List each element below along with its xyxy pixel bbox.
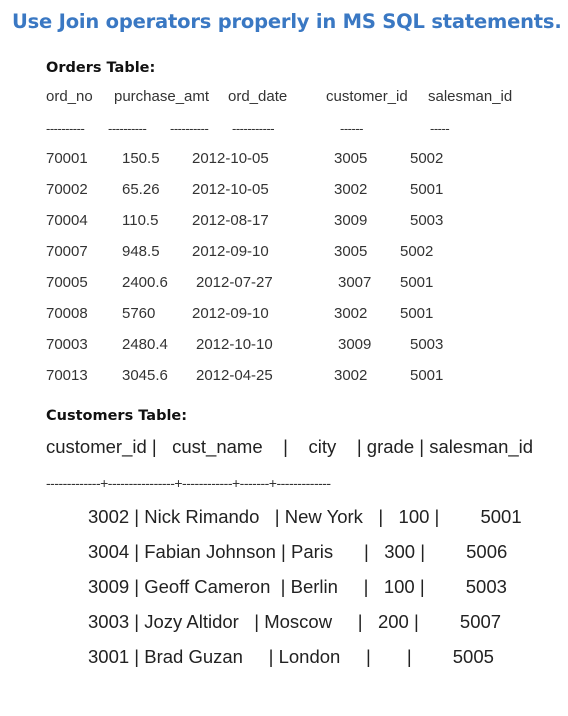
customer-id: 3005 [334, 243, 368, 260]
order-no: 70004 [46, 212, 88, 229]
purchase-amt: 5760 [122, 305, 156, 322]
customer-id: 3002 [334, 181, 368, 198]
salesman-id: 5001 [400, 305, 434, 322]
order-date: 2012-09-10 [192, 305, 269, 322]
salesman-id: 5001 [400, 274, 434, 291]
purchase-amt: 65.26 [122, 181, 160, 198]
order-no: 70005 [46, 274, 88, 291]
orders-divider-3: ---------- [170, 121, 209, 136]
order-date: 2012-10-05 [192, 181, 269, 198]
order-date: 2012-07-27 [196, 274, 273, 291]
customer-row: 3009 | Geoff Cameron | Berlin | 100 | 50… [88, 576, 507, 597]
order-date: 2012-09-10 [192, 243, 269, 260]
purchase-amt: 110.5 [122, 212, 159, 229]
orders-divider-2: ---------- [108, 121, 147, 136]
order-no: 70007 [46, 243, 88, 260]
customers-header-row: customer_id | cust_name | city | grade |… [46, 436, 534, 457]
order-date: 2012-08-17 [192, 212, 269, 229]
purchase-amt: 948.5 [122, 243, 160, 260]
orders-divider-4: ----------- [232, 121, 275, 136]
orders-header-customer-id: customer_id [326, 88, 408, 105]
order-no: 70003 [46, 336, 88, 353]
purchase-amt: 2480.4 [122, 336, 168, 353]
salesman-id: 5001 [410, 367, 444, 384]
orders-header-ord-no: ord_no [46, 88, 93, 105]
orders-divider-5: ------ [340, 121, 363, 136]
purchase-amt: 3045.6 [122, 367, 168, 384]
customer-id: 3002 [334, 305, 368, 322]
salesman-id: 5002 [410, 150, 444, 167]
orders-divider-6: ----- [430, 121, 450, 136]
salesman-id: 5003 [410, 212, 444, 229]
orders-header-salesman-id: salesman_id [428, 88, 513, 105]
customer-id: 3002 [334, 367, 368, 384]
salesman-id: 5001 [410, 181, 444, 198]
orders-table-heading: Orders Table: [46, 60, 156, 76]
order-no: 70008 [46, 305, 88, 322]
order-no: 70002 [46, 181, 88, 198]
purchase-amt: 2400.6 [122, 274, 168, 291]
order-no: 70013 [46, 367, 88, 384]
customer-row: 3001 | Brad Guzan | London | | 5005 [88, 646, 494, 667]
customer-id: 3009 [334, 212, 368, 229]
customer-id: 3007 [338, 274, 372, 291]
orders-header-purchase-amt: purchase_amt [114, 88, 210, 105]
customer-row: 3004 | Fabian Johnson | Paris | 300 | 50… [88, 541, 508, 562]
purchase-amt: 150.5 [122, 150, 160, 167]
customer-row: 3002 | Nick Rimando | New York | 100 | 5… [88, 506, 522, 527]
customers-table-heading: Customers Table: [46, 408, 188, 424]
customer-row: 3003 | Jozy Altidor | Moscow | 200 | 500… [88, 611, 502, 632]
orders-divider-1: ---------- [46, 121, 85, 136]
order-date: 2012-10-05 [192, 150, 269, 167]
orders-header-ord-date: ord_date [228, 88, 288, 105]
customer-id: 3009 [338, 336, 372, 353]
salesman-id: 5002 [400, 243, 434, 260]
customer-id: 3005 [334, 150, 368, 167]
page-title: Use Join operators properly in MS SQL st… [12, 10, 562, 33]
order-no: 70001 [46, 150, 88, 167]
customers-divider: -------------+----------------+---------… [46, 475, 331, 491]
order-date: 2012-04-25 [196, 367, 273, 384]
order-date: 2012-10-10 [196, 336, 273, 353]
salesman-id: 5003 [410, 336, 444, 353]
